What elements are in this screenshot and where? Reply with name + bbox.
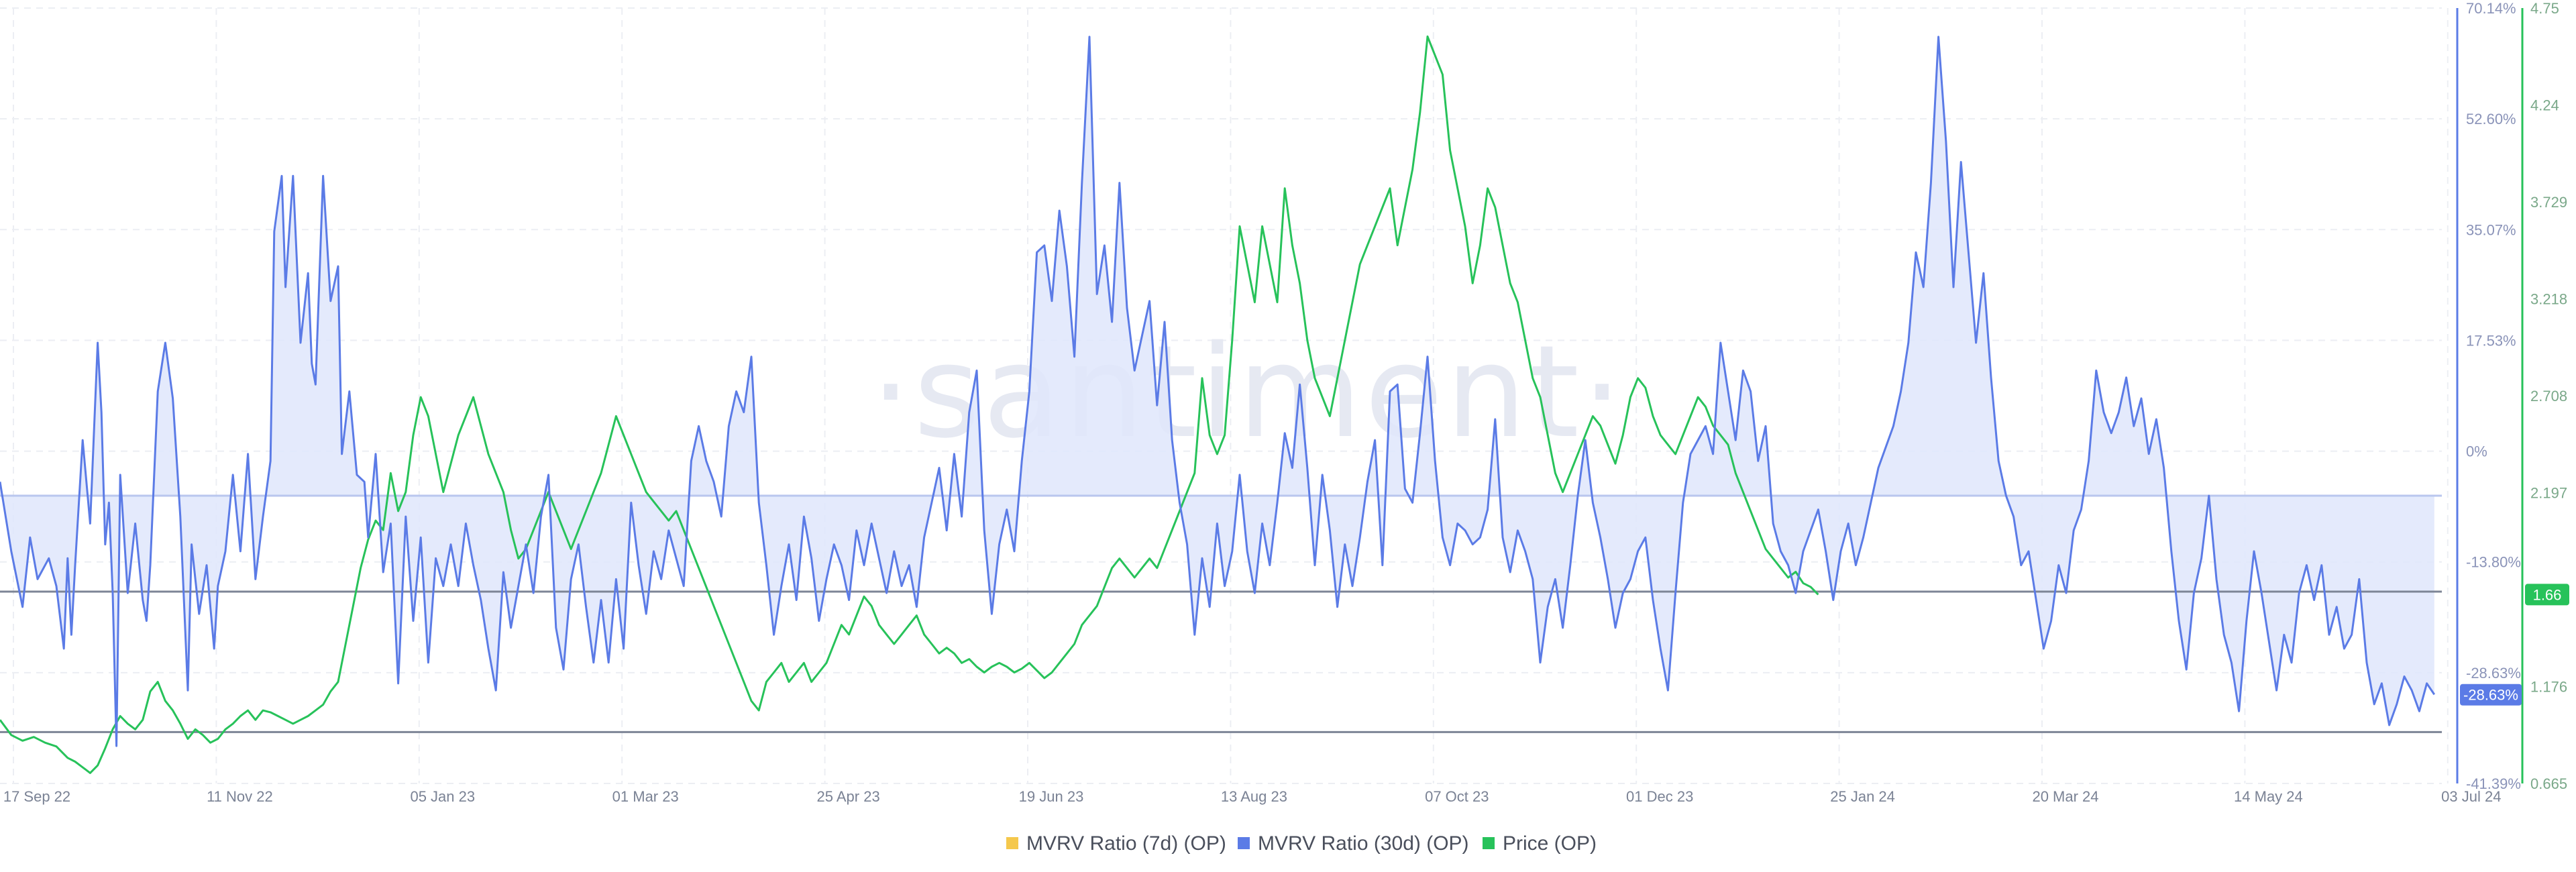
legend-swatch bbox=[1238, 837, 1250, 849]
x-axis-tick: 20 Mar 24 bbox=[2032, 788, 2098, 805]
right-axis-tick: 3.729 bbox=[2530, 194, 2567, 211]
x-axis-tick: 13 Aug 23 bbox=[1221, 788, 1287, 805]
price-current-value: 1.66 bbox=[2533, 586, 2562, 603]
x-axis-tick: 25 Jan 24 bbox=[1830, 788, 1895, 805]
right-axis-tick: 3.218 bbox=[2530, 291, 2567, 308]
right-axis-tick: 2.197 bbox=[2530, 484, 2567, 501]
legend-label: MVRV Ratio (7d) (OP) bbox=[1026, 832, 1226, 855]
mvrv-30d-line bbox=[0, 36, 2436, 747]
left-axis-tick: -13.80% bbox=[2466, 554, 2521, 571]
right-axis-tick: 4.75 bbox=[2530, 0, 2559, 17]
x-axis-tick: 17 Sep 22 bbox=[3, 788, 70, 805]
legend-item[interactable]: MVRV Ratio (7d) (OP) bbox=[1006, 832, 1226, 855]
mvrv-30d-fill bbox=[0, 36, 2434, 747]
mvrv-current-value: -28.63% bbox=[2463, 687, 2518, 704]
legend-swatch bbox=[1006, 837, 1018, 849]
right-axis-tick: 0.665 bbox=[2530, 775, 2567, 792]
left-axis-tick: -41.39% bbox=[2466, 775, 2521, 792]
x-axis-tick: 05 Jan 23 bbox=[410, 788, 475, 805]
left-axis: 70.14% 52.60% 35.07% 17.53% 0% -13.80% -28.63%… bbox=[2456, 0, 2521, 792]
left-axis-tick: 70.14% bbox=[2466, 0, 2516, 17]
price-current-badge bbox=[2525, 584, 2569, 606]
left-axis-tick: -28.63% bbox=[2466, 665, 2521, 682]
x-axis-tick: 07 Oct 23 bbox=[1425, 788, 1489, 805]
series-lines bbox=[0, 35, 2436, 774]
x-axis-tick: 11 Nov 22 bbox=[207, 788, 273, 805]
mvrv-30d-area bbox=[0, 36, 2434, 747]
x-axis-tick: 01 Mar 23 bbox=[612, 788, 679, 805]
x-axis-tick: 19 Jun 23 bbox=[1019, 788, 1084, 805]
left-axis-tick: 35.07% bbox=[2466, 221, 2516, 238]
left-axis-tick: 17.53% bbox=[2466, 332, 2516, 349]
legend-item[interactable]: Price (OP) bbox=[1483, 832, 1597, 855]
santiment-watermark: ·santiment· bbox=[871, 318, 1625, 466]
price-line bbox=[0, 35, 1819, 774]
x-axis-tick: 03 Jul 24 bbox=[2441, 788, 2501, 805]
x-axis-tick: 25 Apr 23 bbox=[817, 788, 880, 805]
right-axis: 4.75 4.24 3.729 3.218 2.708 2.197 1.176 0.665 bbox=[2521, 0, 2567, 792]
right-axis-tick: 2.708 bbox=[2530, 388, 2567, 404]
current-value-badges: -28.63% 1.66 bbox=[2460, 584, 2569, 706]
right-axis-tick: 4.24 bbox=[2530, 97, 2559, 113]
right-axis-tick: 1.176 bbox=[2530, 678, 2567, 695]
mvrv-current-badge bbox=[2460, 684, 2522, 706]
x-axis: 17 Sep 22 11 Nov 22 05 Jan 23 01 Mar 23 25 A… bbox=[3, 788, 2502, 805]
x-axis-tick: 14 May 24 bbox=[2234, 788, 2303, 805]
legend-item[interactable]: MVRV Ratio (30d) (OP) bbox=[1238, 832, 1469, 855]
left-axis-tick: 0% bbox=[2466, 443, 2487, 460]
legend: MVRV Ratio (7d) (OP) MVRV Ratio (30d) (OP… bbox=[1006, 832, 1597, 855]
legend-label: MVRV Ratio (30d) (OP) bbox=[1258, 832, 1469, 855]
legend-label: Price (OP) bbox=[1503, 832, 1597, 855]
left-axis-tick: 52.60% bbox=[2466, 111, 2516, 127]
x-axis-tick: 01 Dec 23 bbox=[1626, 788, 1693, 805]
legend-swatch bbox=[1483, 837, 1495, 849]
